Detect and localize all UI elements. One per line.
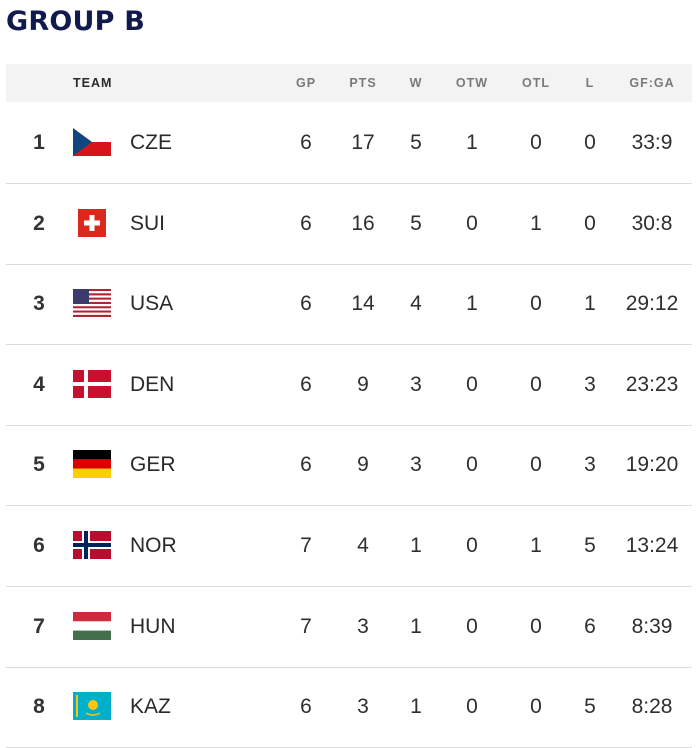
rank: 6 [33,534,45,557]
cell-pts: 14 [351,292,375,316]
czech-flag-icon [73,128,111,156]
table-row[interactable]: 8 KAZ 6 3 1 0 0 5 8:28 [6,667,692,748]
team-name[interactable]: HUN [130,614,176,638]
cell-gfga: 33:9 [631,131,673,154]
cell-pts: 3 [357,695,369,719]
cell-otl: 0 [530,453,542,477]
danish-flag-icon [73,369,111,398]
cell-pts: 9 [357,453,369,477]
cell-gfga: 29:12 [625,292,679,316]
cell-otw: 0 [466,614,478,638]
cell-l: 5 [584,534,596,557]
cell-gfga: 8:39 [631,614,673,638]
header-otl[interactable]: OTL [522,76,550,90]
header-l[interactable]: L [585,76,595,90]
cell-gp: 6 [300,131,312,154]
cell-gp: 6 [300,292,312,316]
cell-gfga: 23:23 [625,372,679,396]
cell-pts: 16 [351,211,375,235]
cell-l: 0 [584,211,596,235]
cell-otl: 0 [530,614,542,638]
cell-otl: 0 [530,695,542,719]
cell-pts: 4 [357,534,369,557]
team-name[interactable]: GER [130,453,176,477]
cell-l: 5 [584,695,596,719]
cell-l: 6 [584,614,596,638]
header-gf-ga[interactable]: GF:GA [629,76,675,90]
cell-otw: 1 [466,131,478,154]
cell-otl: 1 [530,534,542,557]
cell-otw: 0 [466,695,478,719]
table-row[interactable]: 1 CZE 6 17 5 1 0 0 33:9 [6,103,692,184]
table-row[interactable]: 2 SUI 6 16 5 0 1 0 30:8 [6,184,692,265]
cell-gp: 6 [300,453,312,477]
header-pts[interactable]: PTS [349,76,377,90]
swiss-flag-icon [73,208,111,237]
rank: 1 [33,131,45,154]
rank: 3 [33,292,45,316]
cell-gp: 6 [300,372,312,396]
header-otw[interactable]: OTW [455,76,489,90]
table-row[interactable]: 7 HUN 7 3 1 0 0 6 8:39 [6,587,692,668]
cell-otl: 0 [530,372,542,396]
cell-otw: 0 [466,372,478,396]
cell-w: 1 [410,614,422,638]
cell-gp: 6 [300,211,312,235]
cell-otl: 0 [530,292,542,316]
german-flag-icon [73,450,111,479]
rank: 4 [33,372,45,396]
cell-l: 3 [584,453,596,477]
team-name[interactable]: SUI [130,211,166,235]
rank: 8 [33,695,45,719]
cell-l: 1 [584,292,596,316]
cell-l: 3 [584,372,596,396]
cell-w: 5 [410,131,422,154]
cell-pts: 3 [357,614,369,638]
hungarian-flag-icon [73,611,111,640]
rank: 5 [33,453,45,477]
cell-otl: 1 [530,211,542,235]
kazakh-flag-icon [73,692,111,721]
team-name[interactable]: DEN [130,372,175,396]
table-row[interactable]: 5 GER 6 9 3 0 0 3 19:20 [6,425,692,507]
team-name[interactable]: CZE [130,131,172,154]
header-w[interactable]: W [409,76,423,90]
cell-gfga: 19:20 [625,453,679,477]
team-name[interactable]: USA [130,292,174,316]
header-team[interactable]: TEAM [73,76,113,90]
cell-gfga: 30:8 [631,211,673,235]
header-gp[interactable]: GP [295,76,317,90]
cell-otw: 0 [466,453,478,477]
cell-w: 3 [410,453,422,477]
cell-l: 0 [584,131,596,154]
team-name[interactable]: KAZ [130,695,171,719]
usa-flag-icon [73,289,111,318]
table-row[interactable]: 6 NOR 7 4 1 0 1 5 13:24 [6,506,692,587]
rank: 7 [33,614,45,638]
cell-gp: 6 [300,695,312,719]
cell-gfga: 8:28 [631,695,673,719]
cell-w: 4 [410,292,422,316]
cell-pts: 9 [357,372,369,396]
table-row[interactable]: 3 USA 6 14 4 1 0 1 29:12 [6,264,692,346]
cell-otl: 0 [530,131,542,154]
cell-w: 1 [410,534,422,557]
table-header: TEAM GP PTS W OTW OTL L GF:GA [6,64,692,102]
cell-otw: 0 [466,211,478,235]
cell-gfga: 13:24 [625,534,679,557]
rank: 2 [33,211,45,235]
cell-w: 3 [410,372,422,396]
page-title: GROUP B [6,6,145,37]
cell-w: 5 [410,211,422,235]
cell-otw: 1 [466,292,478,316]
cell-otw: 0 [466,534,478,557]
cell-gp: 7 [300,614,312,638]
norwegian-flag-icon [73,531,111,559]
cell-gp: 7 [300,534,312,557]
table-row[interactable]: 4 DEN 6 9 3 0 0 3 23:23 [6,345,692,426]
cell-pts: 17 [351,131,375,154]
cell-w: 1 [410,695,422,719]
team-name[interactable]: NOR [130,534,177,557]
